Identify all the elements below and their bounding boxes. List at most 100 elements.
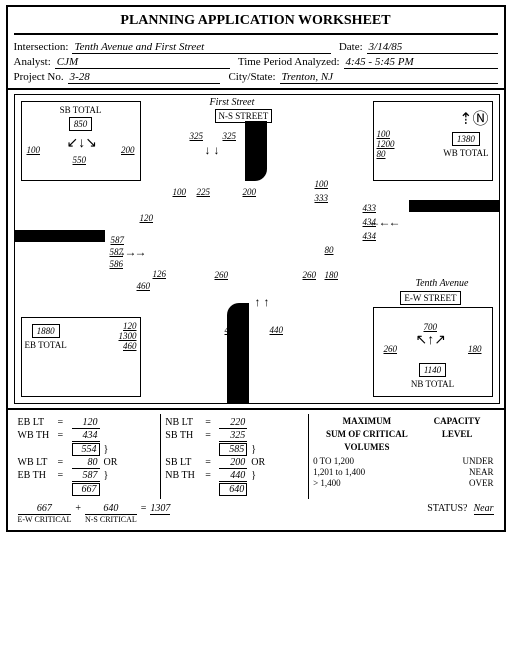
or2: OR [251, 457, 265, 468]
vol-200: 200 [243, 187, 257, 197]
ebth-l: EB TH [18, 470, 58, 481]
analyst-value: CJM [55, 56, 230, 69]
sblt-l: SB LT [165, 457, 205, 468]
sbth-l: SB TH [165, 430, 205, 441]
city-value: Trenton, NJ [280, 71, 498, 84]
sb-left: 100 [27, 145, 41, 155]
eb-total-value: 1880 [32, 324, 60, 338]
wblt-l: WB LT [18, 457, 58, 468]
max-h2: SUM OF CRITICAL [326, 429, 408, 439]
vol-434b: 434 [363, 231, 377, 241]
vol-100r: 100 [315, 179, 329, 189]
intersection-label: Intersection: [14, 41, 69, 53]
vol-440l: 440 [225, 325, 239, 335]
critical-calc-block: EB LT=120 WB TH=434 554} WB LT=80OR EB T… [8, 408, 504, 499]
wb-total-value: 1380 [452, 132, 480, 146]
sbth-v: 325 [219, 430, 247, 442]
status-label: STATUS? [427, 503, 467, 514]
north-road-median [245, 121, 267, 181]
r2b: NEAR [469, 467, 494, 477]
sum4: 640 [219, 483, 247, 496]
cr-v1: 667 [18, 503, 72, 515]
max-h3: VOLUMES [326, 442, 408, 452]
nblt-l: NB LT [165, 417, 205, 428]
cr-l2: N-S CRITICAL [85, 515, 137, 524]
first-street-label: First Street [210, 97, 255, 108]
cr-v2: 640 [85, 503, 137, 515]
cr-l1: E-W CRITICAL [18, 515, 72, 524]
sb-through: 550 [73, 155, 87, 165]
status-value: Near [474, 503, 494, 515]
sum1: 554 [72, 443, 100, 456]
vol-260r: 260 [303, 270, 317, 280]
eblt-v: 120 [72, 417, 100, 429]
nb-total-value: 1140 [419, 363, 446, 377]
tpa-value: 4:45 - 5:45 PM [344, 56, 498, 69]
wb-total-box: ⇡Ⓝ 100 1200 80 1380 WB TOTAL [373, 101, 493, 181]
intersection-diagram: First Street N-S STREET Tenth Avenue E-W… [14, 94, 500, 404]
vol-80: 80 [325, 245, 334, 255]
capacity-col: MAXIMUM SUM OF CRITICAL VOLUMES CAPACITY… [309, 414, 497, 499]
r3b: OVER [469, 478, 494, 488]
nb-right: 180 [468, 344, 482, 354]
critical-sum-row: 667E-W CRITICAL + 640N-S CRITICAL = 1307… [14, 503, 498, 524]
nb-arrows-icon: ↖↑↗ [416, 332, 446, 349]
eb-right: 460 [119, 341, 137, 351]
wb-right: 80 [377, 149, 395, 159]
sb-total-value: 850 [69, 117, 93, 131]
nb-lane-arrows-icon: ↑ ↑ [255, 295, 270, 310]
plus: + [75, 503, 81, 514]
wblt-v: 80 [72, 457, 100, 469]
header-divider [8, 88, 504, 90]
sb-right: 200 [121, 145, 135, 155]
max-h1: MAXIMUM [326, 416, 408, 426]
eq: = [141, 503, 147, 514]
nbth-v: 440 [219, 470, 247, 482]
east-road-median [409, 200, 499, 212]
r2a: 1,201 to 1,400 [313, 467, 365, 477]
compass-icon: ⇡Ⓝ [377, 105, 489, 129]
vol-333: 333 [315, 193, 329, 203]
tpa-label: Time Period Analyzed: [238, 56, 340, 68]
nbth-l: NB TH [165, 470, 205, 481]
r1b: UNDER [462, 456, 493, 466]
vol-126: 126 [153, 269, 167, 279]
sblt-v: 200 [219, 457, 247, 469]
vol-440r: 440 [270, 325, 284, 335]
sb-total-label: SB TOTAL [25, 105, 137, 115]
eb-total-box: 1880 EB TOTAL 120 1300 460 [21, 317, 141, 397]
intersection-value: Tenth Avenue and First Street [72, 41, 330, 54]
cr-v3: 1307 [150, 503, 170, 515]
sb-arrows-icon: ↙↓↘ [67, 135, 97, 152]
vol-100: 100 [173, 187, 187, 197]
west-road-median [15, 230, 105, 242]
vol-586: 586 [110, 259, 124, 269]
wb-lane-arrows-icon: ←←← [369, 215, 399, 230]
or1: OR [104, 457, 118, 468]
analyst-label: Analyst: [14, 56, 51, 68]
ebth-v: 587 [72, 470, 100, 482]
r1a: 0 TO 1,200 [313, 456, 354, 466]
south-road-median [227, 303, 249, 403]
eb-lane-arrows-icon: →→→ [115, 245, 145, 260]
project-label: Project No. [14, 71, 64, 83]
header-block: Intersection:Tenth Avenue and First Stre… [14, 41, 498, 84]
r3a: > 1,400 [313, 478, 341, 488]
vol-180: 180 [325, 270, 339, 280]
nb-total-label: NB TOTAL [377, 379, 489, 389]
worksheet-page: PLANNING APPLICATION WORKSHEET Intersect… [6, 5, 506, 532]
nb-left: 260 [384, 344, 398, 354]
date-value: 3/14/85 [367, 41, 498, 54]
vol-225: 225 [197, 187, 211, 197]
sb-total-box: SB TOTAL 850 100 ↙↓↘ 200 550 [21, 101, 141, 181]
vol-460: 460 [137, 281, 151, 291]
wb-through: 1200 [377, 139, 395, 149]
vol-325r: 325 [223, 131, 237, 141]
eb-left: 120 [119, 321, 137, 331]
vol-433: 433 [363, 203, 377, 213]
vol-587a: 587 [111, 235, 125, 245]
nblt-v: 220 [219, 417, 247, 429]
sum2: 667 [72, 483, 100, 496]
date-label: Date: [339, 41, 363, 53]
ew-street-box: E-W STREET [400, 291, 460, 305]
